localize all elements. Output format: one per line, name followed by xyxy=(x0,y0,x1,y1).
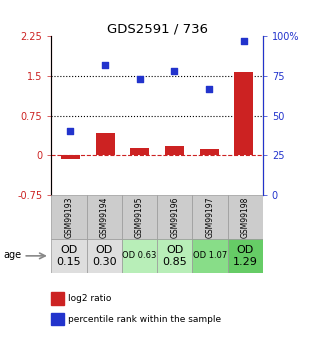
Point xyxy=(241,38,246,44)
Bar xyxy=(86,195,122,239)
Bar xyxy=(157,195,192,239)
Bar xyxy=(165,146,184,155)
Text: OD 0.63: OD 0.63 xyxy=(122,252,157,260)
Bar xyxy=(95,133,114,155)
Text: OD 1.07: OD 1.07 xyxy=(193,252,227,260)
Bar xyxy=(234,72,253,155)
Bar xyxy=(228,239,263,273)
Title: GDS2591 / 736: GDS2591 / 736 xyxy=(107,22,207,35)
Bar xyxy=(192,239,228,273)
Text: OD
0.30: OD 0.30 xyxy=(92,245,117,267)
Bar xyxy=(228,195,263,239)
Point xyxy=(137,76,142,82)
Bar xyxy=(51,195,86,239)
Bar xyxy=(200,149,219,155)
Bar xyxy=(192,195,228,239)
Text: OD
0.85: OD 0.85 xyxy=(162,245,187,267)
Text: GSM99193: GSM99193 xyxy=(64,196,73,238)
Text: OD
0.15: OD 0.15 xyxy=(57,245,81,267)
Text: GSM99197: GSM99197 xyxy=(206,196,214,238)
Text: log2 ratio: log2 ratio xyxy=(68,294,112,303)
Bar xyxy=(86,239,122,273)
Text: OD
1.29: OD 1.29 xyxy=(233,245,258,267)
Bar xyxy=(51,313,64,325)
Bar xyxy=(157,239,192,273)
Bar xyxy=(122,239,157,273)
Text: GSM99194: GSM99194 xyxy=(100,196,109,238)
Point xyxy=(103,62,108,68)
Bar xyxy=(51,239,86,273)
Text: age: age xyxy=(3,250,21,260)
Text: GSM99198: GSM99198 xyxy=(241,196,250,238)
Text: percentile rank within the sample: percentile rank within the sample xyxy=(68,315,221,324)
Bar xyxy=(122,195,157,239)
Text: GSM99196: GSM99196 xyxy=(170,196,179,238)
Point xyxy=(207,86,211,91)
Bar xyxy=(61,155,80,159)
Point xyxy=(172,68,177,74)
Point xyxy=(68,129,73,134)
Text: GSM99195: GSM99195 xyxy=(135,196,144,238)
Bar xyxy=(51,292,64,305)
Bar xyxy=(130,148,149,155)
